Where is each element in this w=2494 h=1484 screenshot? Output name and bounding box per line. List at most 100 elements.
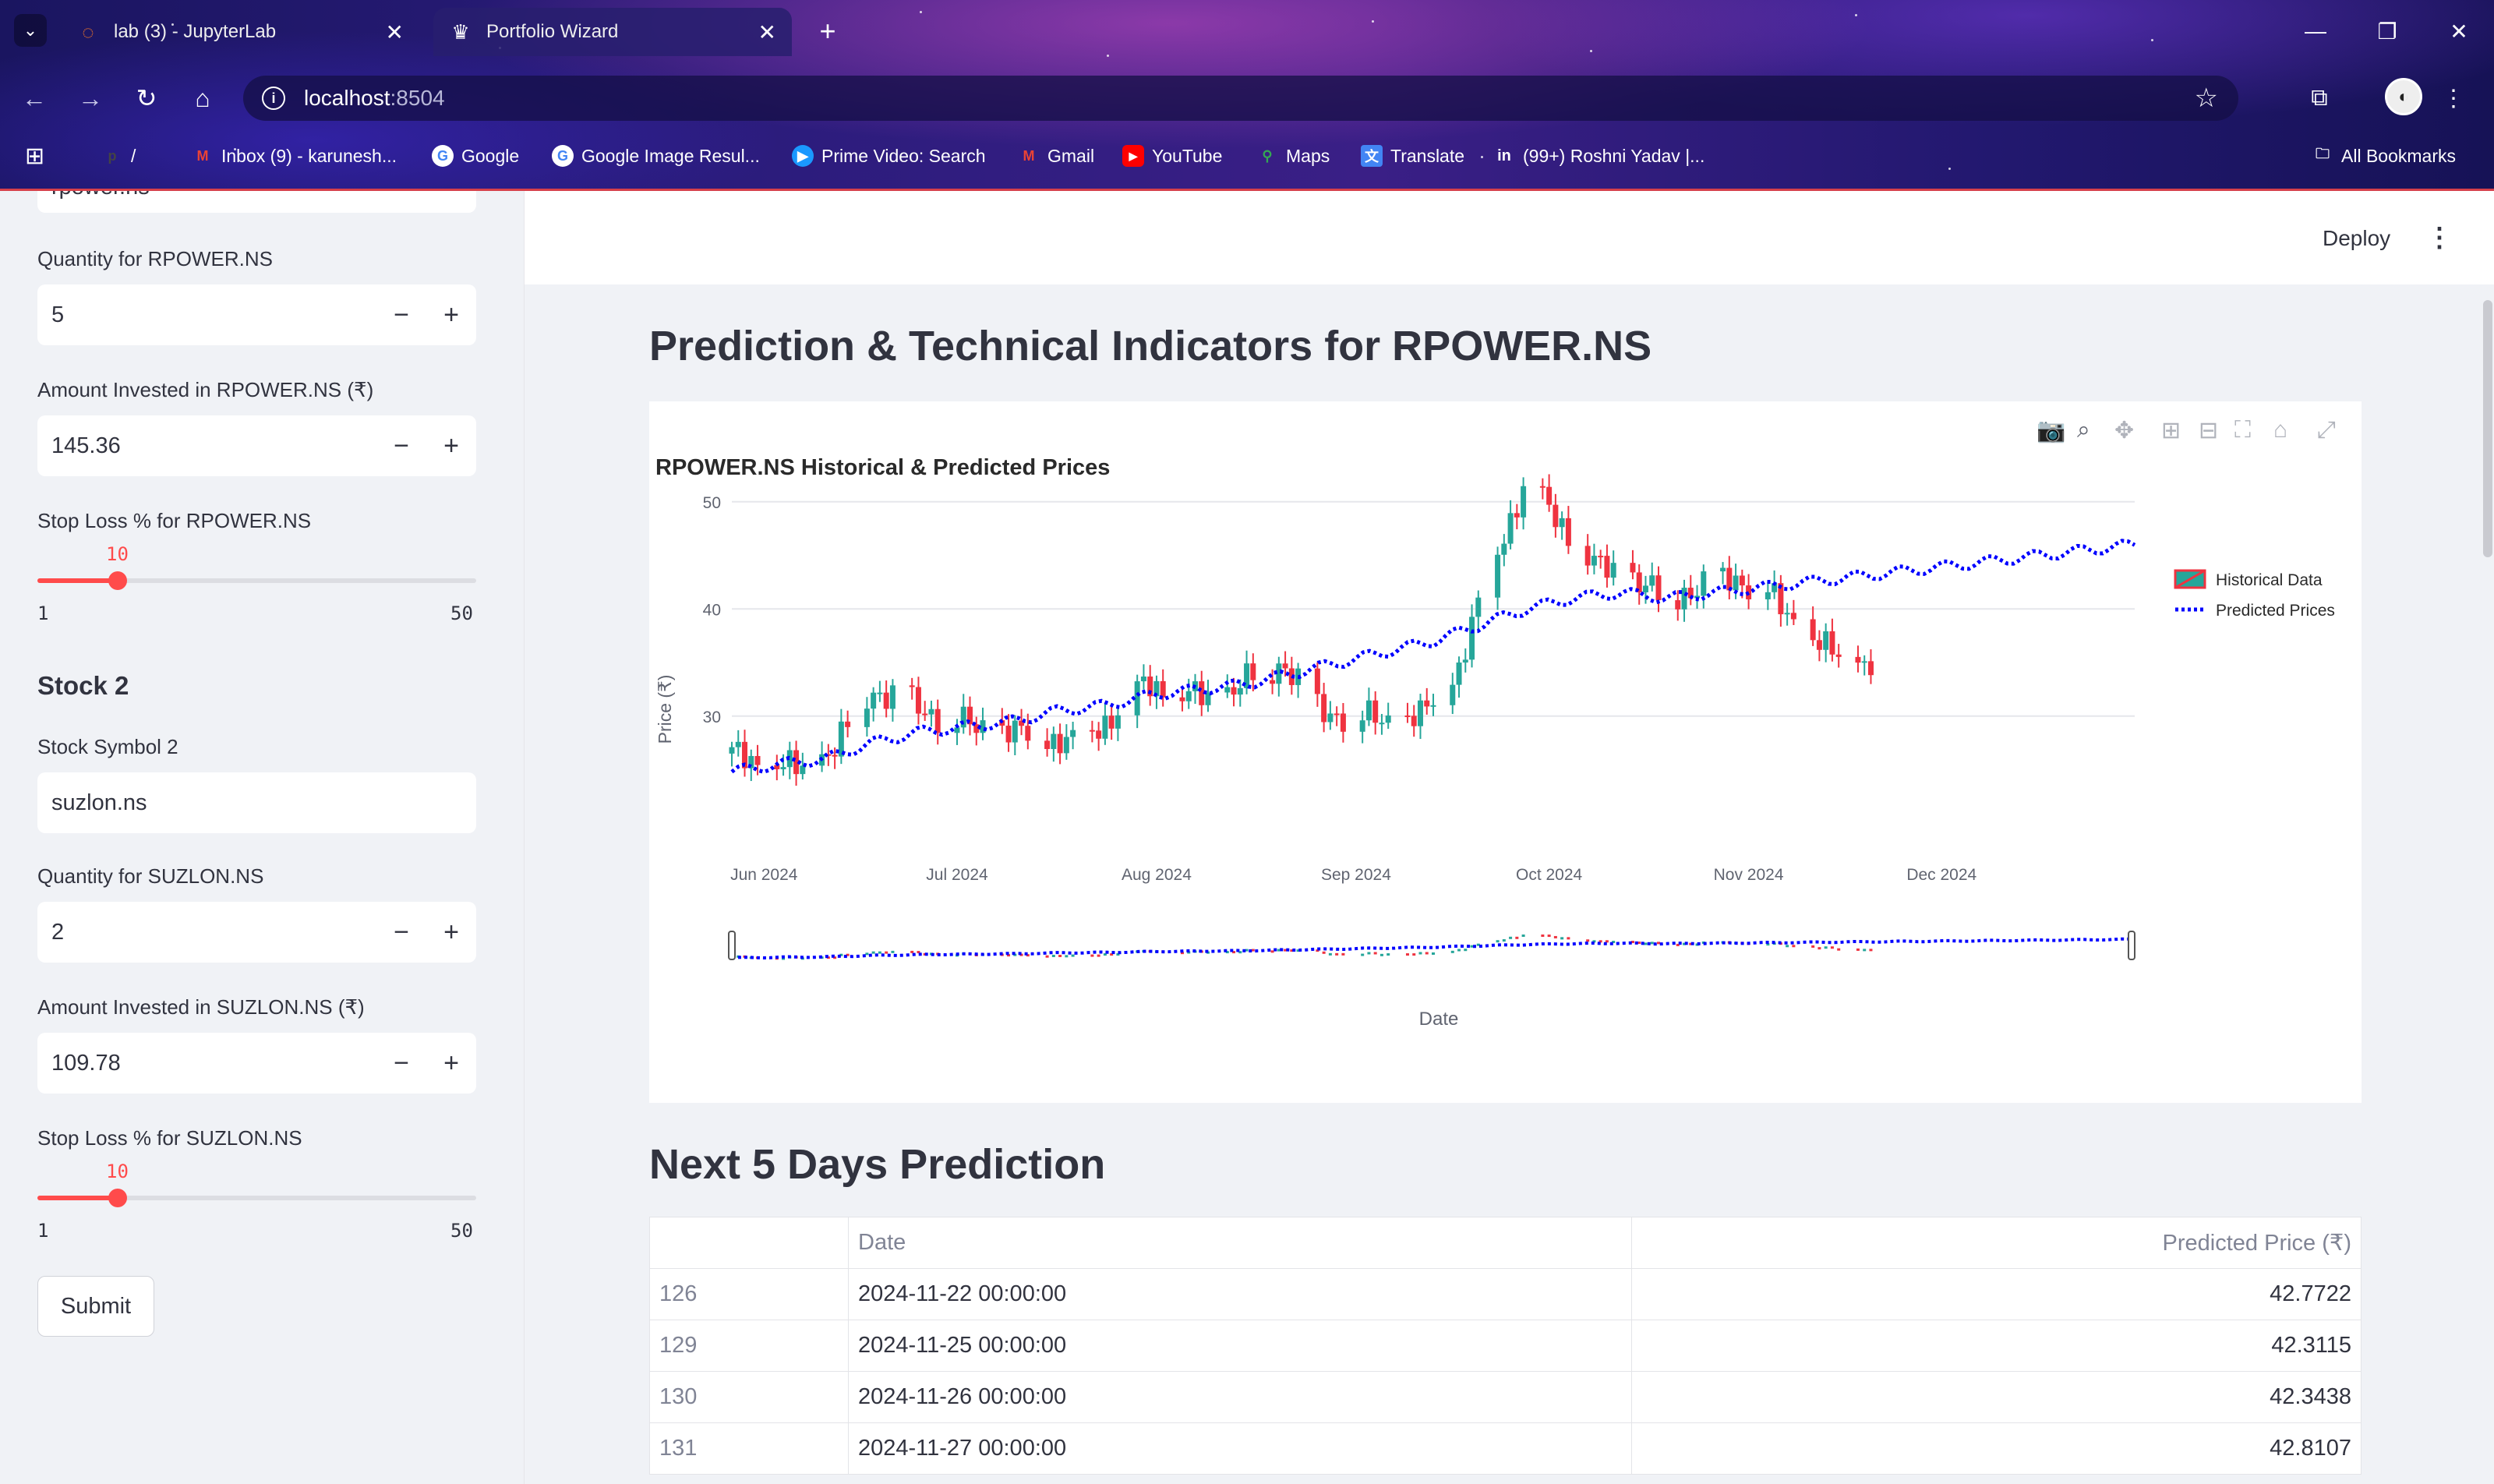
range-slider-left-handle[interactable]: [728, 931, 736, 960]
bookmark-1[interactable]: M Inbox (9) - karunesh...: [192, 140, 397, 171]
mini-candle: [1379, 953, 1383, 956]
amount-2-stepper[interactable]: 109.78 − +: [37, 1033, 476, 1094]
close-icon[interactable]: ✕: [758, 19, 776, 44]
candle-body: [909, 685, 915, 687]
bookmark-7[interactable]: ⚲ Maps: [1256, 140, 1330, 171]
mini-candle: [1245, 949, 1249, 952]
increment-button[interactable]: +: [443, 430, 459, 461]
decrement-button[interactable]: −: [394, 1048, 409, 1078]
bookmark-8[interactable]: 文 Translate: [1361, 140, 1464, 171]
legend-item-predicted[interactable]: Predicted Prices: [2175, 602, 2335, 620]
stoploss-1-slider[interactable]: [37, 571, 476, 590]
candle-body: [1462, 659, 1468, 663]
bookmark-star-icon[interactable]: ☆: [2194, 83, 2218, 113]
browser-menu-button[interactable]: ⋮: [2435, 80, 2472, 117]
candle-body: [1514, 513, 1520, 518]
increment-button[interactable]: +: [443, 299, 459, 330]
mini-candle: [1026, 954, 1030, 957]
apps-button[interactable]: ⊞: [25, 140, 44, 171]
address-bar[interactable]: i localhost:8504 ☆: [243, 76, 2238, 121]
row-index: 131: [649, 1422, 849, 1475]
bookmark-0[interactable]: p /: [101, 140, 136, 171]
prediction-table: Date Predicted Price (₹) 126 2024-11-22 …: [649, 1217, 2362, 1475]
legend-item-historical[interactable]: Historical Data: [2174, 569, 2323, 589]
decrement-button[interactable]: −: [394, 917, 409, 947]
profile-avatar[interactable]: ◐: [2385, 78, 2422, 115]
tab-jupyterlab[interactable]: ◌ lab (3) - JupyterLab ✕: [61, 8, 419, 56]
decrement-button[interactable]: −: [394, 430, 409, 461]
minimize-button[interactable]: —: [2296, 14, 2335, 48]
stock-symbol-2-label: Stock Symbol 2: [37, 735, 178, 758]
restore-button[interactable]: ❐: [2368, 14, 2407, 48]
home-button[interactable]: ⌂: [184, 80, 221, 117]
increment-button[interactable]: +: [443, 917, 459, 947]
bookmark-6[interactable]: ▶ YouTube: [1122, 140, 1222, 171]
reset-axes-icon[interactable]: ⌂: [2273, 417, 2288, 443]
camera-icon[interactable]: 📷: [2037, 418, 2066, 443]
stoploss-2-slider[interactable]: [37, 1189, 476, 1207]
mini-candle: [1405, 953, 1409, 956]
column-header-predicted-price[interactable]: Predicted Price (₹): [1631, 1217, 2362, 1269]
quantity-1-stepper[interactable]: 5 − +: [37, 284, 476, 345]
mini-candle: [891, 950, 895, 953]
row-date: 2024-11-25 00:00:00: [848, 1320, 1632, 1372]
chevron-down-icon: ⌄: [23, 20, 38, 40]
deploy-button[interactable]: Deploy: [2323, 226, 2391, 250]
bookmark-3[interactable]: G Google Image Resul...: [552, 140, 760, 171]
candle-body: [1276, 663, 1282, 684]
candle-body: [1359, 720, 1365, 732]
back-button[interactable]: ←: [16, 80, 53, 117]
range-slider[interactable]: [728, 931, 2135, 960]
candle-body: [1784, 613, 1790, 615]
site-info-icon[interactable]: i: [262, 87, 285, 110]
candle-body: [1244, 663, 1250, 688]
column-header-index[interactable]: [649, 1217, 849, 1269]
tab-search-button[interactable]: ⌄: [14, 14, 47, 47]
bookmark-4[interactable]: ▶ Prime Video: Search: [792, 140, 986, 171]
mini-candle: [1470, 945, 1474, 948]
tab-portfolio-wizard[interactable]: ♛ Portfolio Wizard ✕: [433, 8, 792, 56]
y-tick-label: 30: [703, 708, 721, 726]
chart-title: RPOWER.NS Historical & Predicted Prices: [655, 455, 1110, 480]
candle-body: [1694, 595, 1701, 599]
amount-1-stepper[interactable]: 145.36 − +: [37, 415, 476, 476]
zoom-icon[interactable]: ⌕: [2077, 417, 2090, 443]
slider-thumb[interactable]: [108, 571, 127, 590]
column-header-date[interactable]: Date: [848, 1217, 1632, 1269]
main-menu-button[interactable]: ⋮: [2426, 222, 2453, 253]
stock-symbol-1-input[interactable]: rpower.ns: [37, 191, 476, 213]
bookmark-5[interactable]: M Gmail: [1018, 140, 1095, 171]
forward-button[interactable]: →: [72, 80, 109, 117]
mini-candle: [1225, 951, 1229, 954]
page-scrollbar[interactable]: [2483, 300, 2492, 557]
range-slider-right-handle[interactable]: [2128, 931, 2135, 960]
slider-thumb[interactable]: [108, 1189, 127, 1207]
increment-button[interactable]: +: [443, 1048, 459, 1078]
zoom-out-icon[interactable]: ⊟: [2199, 418, 2219, 443]
row-index: 126: [649, 1268, 849, 1320]
all-bookmarks-button[interactable]: 🗀 All Bookmarks: [2312, 140, 2456, 171]
reload-button[interactable]: ↻: [128, 80, 165, 117]
extensions-button[interactable]: ⧉: [2301, 80, 2338, 117]
close-window-button[interactable]: ✕: [2439, 14, 2478, 48]
quantity-2-stepper[interactable]: 2 − +: [37, 902, 476, 963]
bookmark-2[interactable]: G Google: [432, 140, 519, 171]
mini-candle: [1541, 934, 1545, 937]
mini-candle: [1786, 945, 1789, 948]
row-price: 42.3115: [1631, 1320, 2362, 1372]
decrement-button[interactable]: −: [394, 299, 409, 330]
new-tab-button[interactable]: +: [811, 14, 845, 48]
range-slider-predicted-line: [731, 937, 2135, 960]
close-icon[interactable]: ✕: [385, 19, 404, 44]
autoscale-icon[interactable]: ⛶: [2234, 417, 2251, 443]
stock-symbol-2-input[interactable]: suzlon.ns: [37, 772, 476, 833]
pan-icon[interactable]: ✥: [2114, 418, 2135, 443]
submit-button[interactable]: Submit: [37, 1276, 154, 1337]
candle-body: [954, 727, 960, 733]
restore-icon: ❐: [2377, 19, 2397, 44]
candle-body: [1224, 687, 1231, 693]
bookmark-9[interactable]: in (99+) Roshni Yadav |...: [1493, 140, 1704, 171]
zoom-in-icon[interactable]: ⊞: [2161, 418, 2181, 443]
fullscreen-icon[interactable]: ⤢: [2317, 417, 2336, 443]
mini-candle: [1496, 940, 1500, 943]
